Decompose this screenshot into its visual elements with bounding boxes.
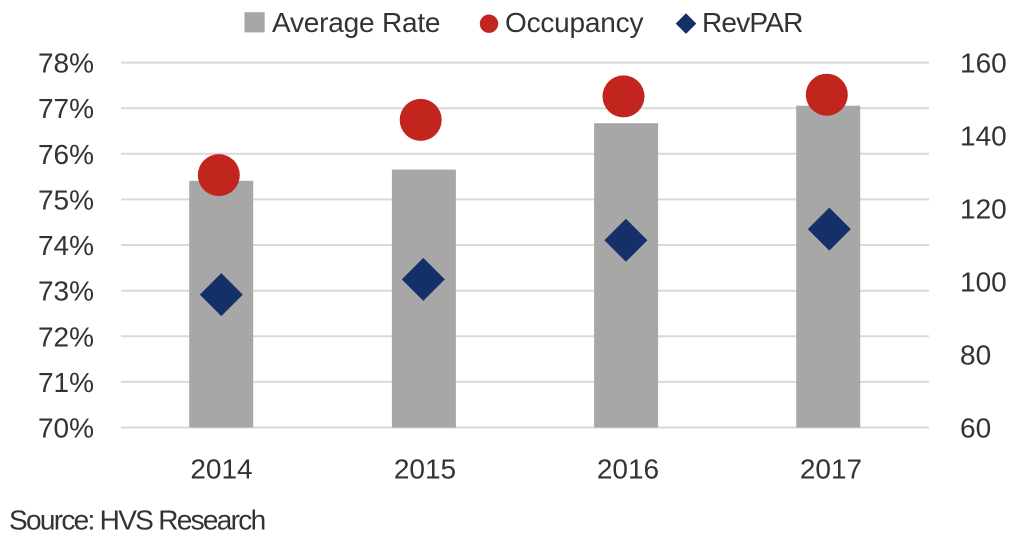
svg-text:Source: HVS Research: Source: HVS Research <box>9 505 265 536</box>
svg-text:77%: 77% <box>38 93 94 124</box>
svg-text:80: 80 <box>960 340 991 371</box>
svg-text:2017: 2017 <box>800 454 862 485</box>
svg-text:2015: 2015 <box>394 454 456 485</box>
svg-text:60: 60 <box>960 413 991 444</box>
svg-text:120: 120 <box>960 194 1007 225</box>
svg-text:2016: 2016 <box>597 454 659 485</box>
svg-text:140: 140 <box>960 121 1007 152</box>
svg-text:78%: 78% <box>38 48 94 79</box>
svg-text:75%: 75% <box>38 184 94 215</box>
svg-text:100: 100 <box>960 267 1007 298</box>
svg-text:RevPAR: RevPAR <box>702 7 803 38</box>
svg-text:2014: 2014 <box>190 454 252 485</box>
svg-text:160: 160 <box>960 48 1007 79</box>
svg-text:Average Rate: Average Rate <box>272 7 440 38</box>
svg-text:70%: 70% <box>38 413 94 444</box>
svg-text:76%: 76% <box>38 139 94 170</box>
svg-text:74%: 74% <box>38 230 94 261</box>
svg-text:72%: 72% <box>38 321 94 352</box>
svg-text:73%: 73% <box>38 276 94 307</box>
svg-text:71%: 71% <box>38 367 94 398</box>
svg-text:Occupancy: Occupancy <box>505 7 643 38</box>
